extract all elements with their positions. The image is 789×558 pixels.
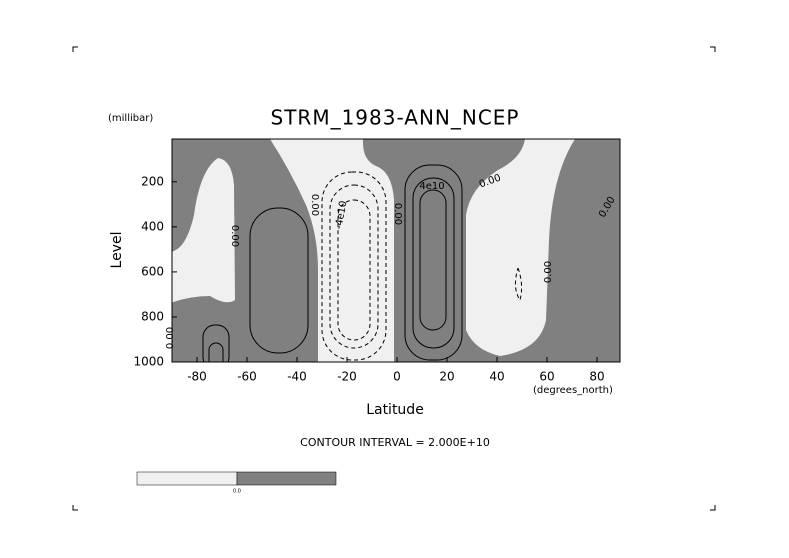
y-tick-label: 200 xyxy=(141,174,164,188)
y-tick-label: 800 xyxy=(141,309,164,323)
colorbar-label: 0.0 xyxy=(233,489,241,495)
y-units: (millibar) xyxy=(108,113,153,124)
plot-frame xyxy=(171,138,621,363)
x-tick-label: 40 xyxy=(489,370,504,384)
contour-lines xyxy=(202,164,523,362)
x-tick-label: 80 xyxy=(589,370,604,384)
contour-label: 4e10 xyxy=(419,181,444,192)
colorbar-positive xyxy=(236,471,337,486)
y-tick-label: 1000 xyxy=(133,355,164,369)
y-tick-label: 400 xyxy=(141,219,164,233)
x-tick-label: -40 xyxy=(287,370,307,384)
negative-region xyxy=(172,158,235,303)
x-units: (degrees_north) xyxy=(533,385,613,396)
y-tick-label: 600 xyxy=(141,264,164,278)
x-tick-label: -20 xyxy=(337,370,357,384)
positive-region xyxy=(362,139,620,362)
footnote: CONTOUR INTERVAL = 2.000E+10 xyxy=(300,436,490,449)
x-axis-label: Latitude xyxy=(366,402,424,418)
contour-field xyxy=(172,139,620,362)
chart-title: STRM_1983-ANN_NCEP xyxy=(271,106,520,130)
contour-label: 0.00 xyxy=(543,261,554,283)
contour-label: 0.00 xyxy=(165,327,176,349)
x-tick-label: 0 xyxy=(393,370,401,384)
contour-label: 0.00 xyxy=(392,203,403,225)
x-tick-label: 60 xyxy=(539,370,554,384)
contour-label: -4e10 xyxy=(334,200,350,230)
corner-marks xyxy=(72,46,716,511)
x-tick-label: -60 xyxy=(237,370,257,384)
x-tick-label: -80 xyxy=(187,370,207,384)
contour-label: 0.00 xyxy=(229,225,240,247)
y-axis-label: Level xyxy=(109,232,125,269)
x-tick-label: 20 xyxy=(439,370,454,384)
colorbar-negative xyxy=(136,471,238,486)
contour-label: 0.00 xyxy=(309,194,320,216)
